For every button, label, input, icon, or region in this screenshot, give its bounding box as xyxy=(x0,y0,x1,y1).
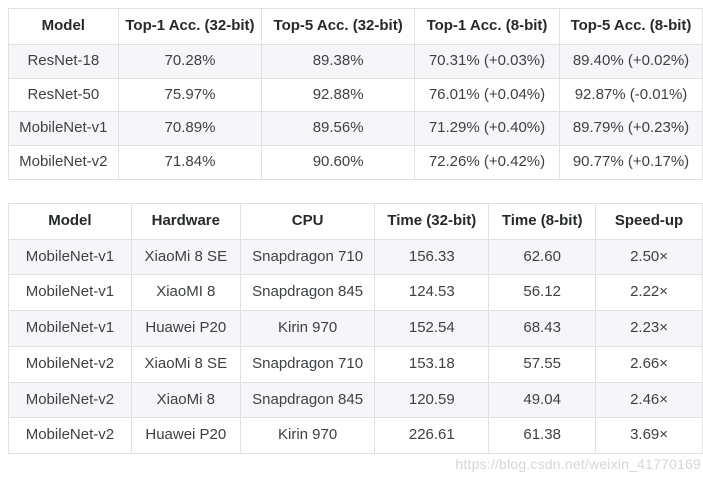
table-cell: 2.46× xyxy=(595,381,703,419)
table-cell: MobileNet-v2 xyxy=(8,417,132,454)
table-cell: 71.84% xyxy=(117,145,263,180)
table-cell: MobileNet-v2 xyxy=(8,345,132,383)
table-row: MobileNet-v1 XiaoMi 8 SE Snapdragon 710 156… xyxy=(8,238,703,276)
column-header: Time (8-bit) xyxy=(488,202,597,240)
table-row: MobileNet-v2 XiaoMi 8 Snapdragon 845 120.59… xyxy=(8,381,703,419)
table-cell: Snapdragon 845 xyxy=(239,274,376,311)
table-row: MobileNet-v2 71.84% 90.60% 72.26% (+0.42%) 9… xyxy=(8,145,703,180)
table-row: MobileNet-v1 70.89% 89.56% 71.29% (+0.40%) 8… xyxy=(8,111,703,146)
latency-table-header: Model Hardware CPU Time (32-bit) Time (8-bit… xyxy=(8,202,703,240)
table-cell: 3.69× xyxy=(595,417,703,454)
table-cell: 89.40% (+0.02%) xyxy=(559,43,703,79)
column-header: Model xyxy=(8,202,132,240)
table-cell: MobileNet-v1 xyxy=(8,310,132,347)
table-cell: XiaoMi 8 SE xyxy=(130,238,241,276)
table-cell: 68.43 xyxy=(488,310,597,347)
table-cell: 153.18 xyxy=(374,345,490,383)
tables-container: Model Top-1 Acc. (32-bit) Top-5 Acc. (32-b… xyxy=(8,8,703,454)
column-header: Hardware xyxy=(130,202,241,240)
table-cell: 89.38% xyxy=(261,43,415,79)
column-header: Top-1 Acc. (8-bit) xyxy=(413,8,561,45)
table-cell: MobileNet-v2 xyxy=(8,145,119,180)
table-cell: 61.38 xyxy=(488,417,597,454)
table-cell: 49.04 xyxy=(488,381,597,419)
header-row: Model Hardware CPU Time (32-bit) Time (8-bit… xyxy=(8,202,703,240)
table-cell: XiaoMI 8 xyxy=(130,274,241,311)
table-row: ResNet-50 75.97% 92.88% 76.01% (+0.04%) 92.8… xyxy=(8,77,703,113)
table-cell: MobileNet-v1 xyxy=(8,274,132,311)
latency-table-body: MobileNet-v1 XiaoMi 8 SE Snapdragon 710 156… xyxy=(8,238,703,454)
table-row: MobileNet-v2 Huawei P20 Kirin 970 226.61 61.… xyxy=(8,417,703,454)
table-cell: Snapdragon 845 xyxy=(239,381,376,419)
table-cell: 90.77% (+0.17%) xyxy=(559,145,703,180)
table-cell: 89.79% (+0.23%) xyxy=(559,111,703,146)
table-cell: 57.55 xyxy=(488,345,597,383)
table-cell: MobileNet-v1 xyxy=(8,238,132,276)
column-header: Top-1 Acc. (32-bit) xyxy=(117,8,263,45)
table-cell: Kirin 970 xyxy=(239,310,376,347)
column-header: Top-5 Acc. (8-bit) xyxy=(559,8,703,45)
table-cell: 70.28% xyxy=(117,43,263,79)
header-row: Model Top-1 Acc. (32-bit) Top-5 Acc. (32-b… xyxy=(8,8,703,45)
table-cell: 226.61 xyxy=(374,417,490,454)
table-cell: Snapdragon 710 xyxy=(239,238,376,276)
column-header: Time (32-bit) xyxy=(374,202,490,240)
column-header: CPU xyxy=(239,202,376,240)
table-cell: 124.53 xyxy=(374,274,490,311)
table-cell: 56.12 xyxy=(488,274,597,311)
accuracy-table-body: ResNet-18 70.28% 89.38% 70.31% (+0.03%) 89.4… xyxy=(8,43,703,180)
latency-speedup-table: Model Hardware CPU Time (32-bit) Time (8-bit… xyxy=(8,202,703,454)
table-cell: 120.59 xyxy=(374,381,490,419)
table-cell: Snapdragon 710 xyxy=(239,345,376,383)
table-cell: 2.23× xyxy=(595,310,703,347)
table-cell: 89.56% xyxy=(261,111,415,146)
table-cell: MobileNet-v2 xyxy=(8,381,132,419)
table-cell: 75.97% xyxy=(117,77,263,113)
column-header: Speed-up xyxy=(595,202,703,240)
table-cell: Huawei P20 xyxy=(130,310,241,347)
table-cell: 71.29% (+0.40%) xyxy=(413,111,561,146)
column-header: Model xyxy=(8,8,119,45)
table-cell: 72.26% (+0.42%) xyxy=(413,145,561,180)
table-cell: XiaoMi 8 xyxy=(130,381,241,419)
table-cell: ResNet-18 xyxy=(8,43,119,79)
table-cell: ResNet-50 xyxy=(8,77,119,113)
table-cell: 2.50× xyxy=(595,238,703,276)
table-cell: 62.60 xyxy=(488,238,597,276)
table-cell: 2.22× xyxy=(595,274,703,311)
table-row: MobileNet-v1 XiaoMI 8 Snapdragon 845 124.53… xyxy=(8,274,703,311)
table-cell: 70.89% xyxy=(117,111,263,146)
table-cell: Huawei P20 xyxy=(130,417,241,454)
table-cell: 76.01% (+0.04%) xyxy=(413,77,561,113)
table-cell: 152.54 xyxy=(374,310,490,347)
table-cell: Kirin 970 xyxy=(239,417,376,454)
table-cell: 156.33 xyxy=(374,238,490,276)
column-header: Top-5 Acc. (32-bit) xyxy=(261,8,415,45)
table-cell: 92.87% (-0.01%) xyxy=(559,77,703,113)
table-row: ResNet-18 70.28% 89.38% 70.31% (+0.03%) 89.4… xyxy=(8,43,703,79)
table-cell: 70.31% (+0.03%) xyxy=(413,43,561,79)
table-row: MobileNet-v1 Huawei P20 Kirin 970 152.54 68.… xyxy=(8,310,703,347)
table-cell: 92.88% xyxy=(261,77,415,113)
table-cell: MobileNet-v1 xyxy=(8,111,119,146)
accuracy-table-header: Model Top-1 Acc. (32-bit) Top-5 Acc. (32-b… xyxy=(8,8,703,45)
table-cell: 90.60% xyxy=(261,145,415,180)
table-cell: XiaoMi 8 SE xyxy=(130,345,241,383)
table-cell: 2.66× xyxy=(595,345,703,383)
csdn-watermark: https://blog.csdn.net/weixin_41770169 xyxy=(455,456,701,472)
accuracy-results-table: Model Top-1 Acc. (32-bit) Top-5 Acc. (32-b… xyxy=(8,8,703,180)
table-row: MobileNet-v2 XiaoMi 8 SE Snapdragon 710 153… xyxy=(8,345,703,383)
